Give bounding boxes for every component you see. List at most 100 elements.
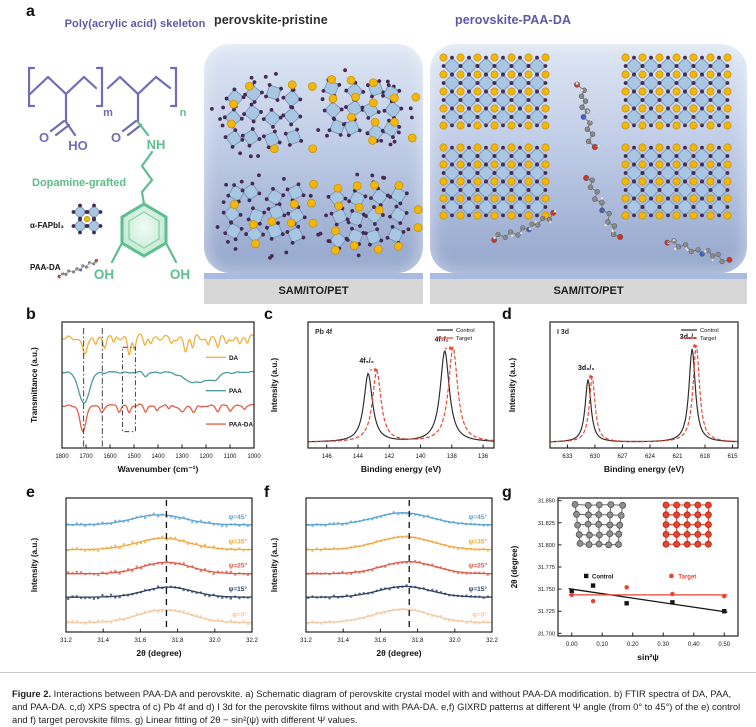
svg-text:Target: Target	[678, 574, 696, 580]
svg-text:31.8: 31.8	[172, 638, 184, 644]
svg-text:Intensity (a.u.): Intensity (a.u.)	[508, 358, 517, 413]
substrate-pristine-label: SAM/ITO/PET	[278, 285, 349, 297]
svg-text:32.2: 32.2	[486, 638, 498, 644]
carbonyl-o1: O	[39, 130, 49, 145]
svg-text:1700: 1700	[79, 454, 93, 460]
svg-text:sin²ψ: sin²ψ	[637, 652, 659, 662]
pristine-crystal-art	[209, 68, 423, 260]
svg-text:ψ=35°: ψ=35°	[228, 538, 247, 546]
svg-text:31.2: 31.2	[300, 638, 312, 644]
paada-title: perovskite-PAA-DA	[455, 13, 572, 27]
svg-text:Control: Control	[456, 328, 475, 334]
carbonyl-o2: O	[111, 130, 121, 145]
svg-text:DA: DA	[229, 355, 239, 362]
panel-label-e: e	[26, 484, 35, 501]
svg-text:Intensity (a.u.): Intensity (a.u.)	[270, 358, 279, 413]
svg-text:Intensity (a.u.): Intensity (a.u.)	[270, 538, 279, 593]
svg-text:31.2: 31.2	[60, 638, 72, 644]
svg-text:ψ=0°: ψ=0°	[232, 611, 247, 619]
svg-text:1600: 1600	[103, 454, 117, 460]
paada-box	[430, 44, 747, 273]
panel-label-f: f	[264, 484, 270, 501]
svg-text:Target: Target	[700, 336, 717, 342]
svg-text:140: 140	[416, 454, 427, 460]
caption-rule	[0, 672, 756, 673]
pristine-box	[204, 44, 423, 273]
svg-text:ψ=15°: ψ=15°	[228, 585, 247, 593]
ito-strip-pristine	[204, 273, 423, 279]
svg-text:1400: 1400	[151, 454, 165, 460]
ito-strip-paada	[430, 273, 747, 279]
svg-text:3d₃/₂: 3d₃/₂	[578, 365, 594, 372]
svg-text:31.6: 31.6	[375, 638, 387, 644]
svg-text:627: 627	[617, 454, 628, 460]
fapbi-crystal-icon	[71, 203, 103, 235]
n-subscript: n	[180, 107, 187, 119]
svg-text:31.700: 31.700	[538, 631, 555, 637]
svg-text:4f₇/₂: 4f₇/₂	[435, 336, 449, 343]
svg-text:31.6: 31.6	[135, 638, 147, 644]
svg-text:144: 144	[353, 454, 364, 460]
svg-text:Binding energy (eV): Binding energy (eV)	[604, 464, 684, 474]
svg-text:624: 624	[645, 454, 656, 460]
svg-text:Transmittance (a.u.): Transmittance (a.u.)	[30, 347, 39, 423]
svg-text:I 3d: I 3d	[557, 329, 569, 336]
svg-text:Binding energy (eV): Binding energy (eV)	[361, 464, 441, 474]
svg-text:31.775: 31.775	[538, 565, 555, 571]
svg-text:0.00: 0.00	[566, 642, 578, 648]
svg-text:ψ=0°: ψ=0°	[472, 611, 487, 619]
svg-text:32.2: 32.2	[246, 638, 258, 644]
svg-text:138: 138	[447, 454, 458, 460]
catechol-ring	[120, 202, 168, 258]
paada-molecule-icon	[57, 258, 99, 279]
svg-text:146: 146	[322, 454, 333, 460]
svg-text:2θ (degree): 2θ (degree)	[510, 545, 519, 588]
nh-label: NH	[147, 137, 166, 152]
svg-text:31.800: 31.800	[538, 543, 555, 549]
svg-text:ψ=15°: ψ=15°	[468, 585, 487, 593]
svg-text:0.20: 0.20	[627, 642, 639, 648]
svg-text:Intensity (a.u.): Intensity (a.u.)	[30, 538, 39, 593]
gixrd-target-chart: ψ=45° ψ=35° ψ=25° ψ=15° ψ=0° 31.2 31.4 31.6 31.8…	[270, 497, 498, 658]
figure-caption-label: Figure 2.	[12, 688, 52, 700]
svg-text:31.8: 31.8	[412, 638, 424, 644]
substrate-paada: SAM/ITO/PET	[430, 279, 747, 304]
panel-label-d: d	[502, 306, 512, 323]
svg-text:633: 633	[562, 454, 573, 460]
svg-text:31.725: 31.725	[538, 609, 555, 615]
panel-label-c: c	[264, 306, 273, 323]
svg-text:ψ=25°: ψ=25°	[468, 562, 487, 570]
svg-text:PAA-DA: PAA-DA	[229, 422, 253, 429]
svg-text:0.10: 0.10	[596, 642, 608, 648]
panel-label-g: g	[502, 484, 512, 501]
svg-text:ψ=45°: ψ=45°	[468, 513, 487, 521]
svg-text:1500: 1500	[127, 454, 141, 460]
xps-pb4f-chart: 4f₅/₂ 4f₇/₂ Pb 4f Control Target 146 144 142 140…	[270, 321, 495, 474]
oh-left-label: OH	[94, 267, 114, 282]
svg-text:ψ=25°: ψ=25°	[228, 562, 247, 570]
svg-text:Wavenumber (cm⁻¹): Wavenumber (cm⁻¹)	[118, 464, 199, 474]
xps-i3d-chart: 3d₃/₂3d₅/₂I 3dControlTarget6336306276246…	[508, 321, 739, 474]
chemical-structure: m n O O HO NH Dopamine-grafted OH OH α-F…	[28, 66, 190, 282]
svg-text:615: 615	[727, 454, 738, 460]
svg-text:31.750: 31.750	[538, 587, 555, 593]
svg-text:31.4: 31.4	[97, 638, 109, 644]
svg-text:621: 621	[672, 454, 683, 460]
svg-text:2θ (degree): 2θ (degree)	[136, 648, 181, 658]
svg-text:2θ (degree): 2θ (degree)	[376, 648, 421, 658]
svg-text:31.4: 31.4	[337, 638, 349, 644]
m-subscript: m	[103, 107, 113, 119]
svg-text:1300: 1300	[175, 454, 189, 460]
svg-text:1000: 1000	[247, 454, 261, 460]
svg-text:32.0: 32.0	[209, 638, 221, 644]
svg-text:Target: Target	[456, 336, 473, 342]
paada-crystal-art	[439, 53, 733, 265]
ho-label: HO	[68, 138, 88, 153]
fapbi-label: α-FAPbI₃	[30, 221, 64, 230]
svg-text:PAA: PAA	[229, 388, 242, 395]
substrate-paada-label: SAM/ITO/PET	[553, 285, 624, 297]
dopamine-chain	[110, 120, 178, 264]
substrate-pristine: SAM/ITO/PET	[204, 279, 423, 304]
linear-fit-chart: Control Target 0.00 0.10 0.20 0.30 0.40 0.50 31.…	[510, 497, 739, 662]
